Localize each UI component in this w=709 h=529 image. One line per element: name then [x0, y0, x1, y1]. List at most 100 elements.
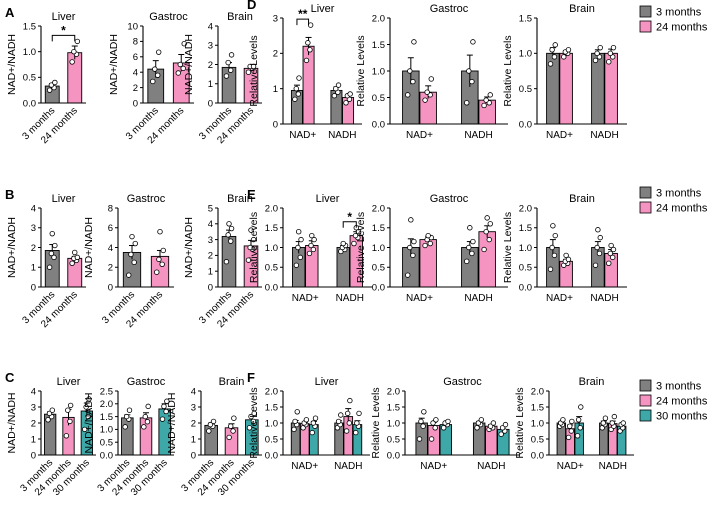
panel-9: E Liver Relative Levels 0.0 0.5 1.0 1.5 2.0 NAD+… [247, 187, 372, 304]
legend-label: 30 months [656, 411, 708, 423]
data-point [595, 227, 601, 233]
data-point [250, 236, 257, 243]
panel-17: Brain Relative Levels 0.0 0.5 1.0 1.5 2.0 NAD+ N… [514, 376, 634, 472]
y-tick-label: 1.0 [519, 49, 532, 60]
data-point [340, 240, 346, 247]
data-point [478, 417, 485, 423]
data-point [469, 250, 475, 257]
bar [221, 66, 237, 104]
y-tick-label: 2.0 [519, 203, 532, 214]
data-point [223, 73, 230, 79]
data-point [567, 423, 573, 429]
x-category-label: NAD+ [406, 293, 433, 304]
y-tick-label: 4 [108, 243, 113, 254]
data-point [228, 238, 234, 244]
x-category-label: NADH [464, 130, 492, 141]
data-point [303, 417, 310, 423]
x-category-label: NADH [590, 293, 618, 304]
data-point [487, 221, 493, 227]
y-tick-label: 0 [273, 119, 278, 130]
y-axis-label: Relative Levels [514, 387, 526, 458]
data-point [63, 433, 70, 439]
data-point [425, 232, 431, 239]
data-point [577, 425, 583, 431]
data-point [230, 428, 236, 434]
data-point [483, 228, 489, 235]
data-point [228, 67, 234, 73]
data-point [606, 260, 612, 266]
bar [559, 52, 573, 125]
y-axis-label: NAD+/NADH [166, 393, 178, 454]
data-point [305, 40, 311, 46]
bar [302, 45, 315, 125]
y-tick-label: 8 [108, 203, 113, 214]
y-tick-label: 5 [208, 203, 213, 214]
data-point [428, 436, 435, 442]
significance-bracket [296, 18, 310, 26]
y-axis-label: NAD+/NADH [83, 393, 95, 454]
panel-title: Liver [57, 376, 81, 388]
y-tick-label: 1 [208, 267, 213, 278]
panel-title: Liver [52, 11, 76, 23]
y-tick-label: 4 [208, 219, 213, 230]
y-tick-label: 0.5 [265, 263, 278, 274]
y-tick-label: 0.5 [100, 438, 113, 449]
x-category-label: NAD+ [546, 130, 573, 141]
y-tick-label: 1.5 [519, 13, 532, 24]
data-point [293, 262, 300, 268]
y-tick-label: 2.0 [372, 203, 385, 214]
data-point [156, 49, 162, 55]
data-point [596, 250, 603, 257]
data-point [248, 227, 254, 233]
data-point [163, 408, 169, 415]
y-tick-label: 1.0 [387, 418, 400, 429]
data-point [157, 228, 163, 235]
y-tick-label: 1.0 [372, 66, 385, 77]
data-point [416, 436, 423, 442]
y-tick-label: 0 [208, 98, 213, 109]
y-axis-label: NAD+/NADH [6, 393, 18, 454]
y-tick-label: 0.5 [265, 434, 278, 445]
data-point [575, 417, 582, 423]
bar [121, 417, 134, 456]
y-tick-label: 1 [208, 79, 213, 90]
y-tick-label: 2 [31, 418, 36, 429]
data-point [228, 52, 235, 58]
y-tick-label: 0 [133, 98, 138, 109]
data-point [210, 418, 217, 425]
data-point [551, 252, 558, 259]
data-point [445, 418, 451, 425]
data-point [49, 230, 55, 237]
data-point [310, 246, 317, 253]
legend-label: 3 months [656, 381, 702, 393]
y-axis-label: NAD+/NADH [6, 217, 18, 278]
data-point [69, 260, 75, 266]
y-tick-label: 2 [208, 60, 213, 71]
data-point [611, 413, 618, 420]
y-tick-label: 0.5 [23, 73, 36, 84]
x-category-label: NAD+ [292, 293, 319, 304]
y-tick-label: 0.0 [519, 282, 532, 293]
data-point [46, 264, 53, 270]
x-category-label: NADH [599, 461, 627, 472]
bar [591, 52, 605, 125]
data-point [307, 47, 313, 53]
data-point [150, 78, 156, 85]
legend-swatch [639, 379, 652, 392]
data-point [481, 102, 487, 109]
y-tick-label: 0.5 [519, 263, 532, 274]
data-point [549, 244, 555, 251]
panel-title: Gastroc [127, 376, 166, 388]
data-point [490, 420, 497, 426]
data-point [333, 85, 339, 92]
panel-10: Gastroc Relative Levels 0.0 0.5 1.0 1.5 2.0 NAD… [355, 193, 508, 304]
data-point [408, 217, 414, 223]
data-point [74, 254, 81, 261]
x-category-label: NADH [590, 130, 618, 141]
data-point [311, 236, 317, 243]
data-point [481, 246, 487, 253]
y-axis-label: NAD+/NADH [83, 217, 95, 278]
y-axis-label: Relative Levels [355, 212, 367, 283]
